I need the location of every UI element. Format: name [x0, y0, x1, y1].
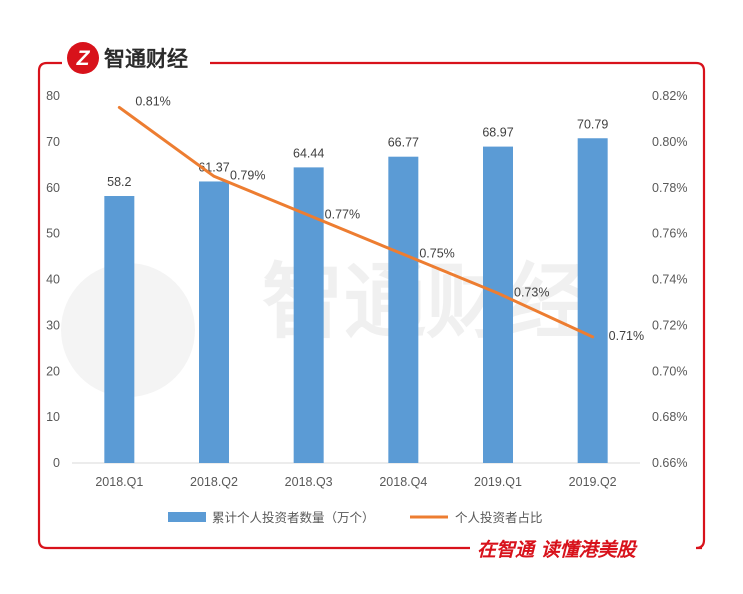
right-tick-label: 0.76%: [652, 227, 687, 241]
line-data-label: 0.79%: [230, 168, 265, 182]
line-data-label: 0.75%: [419, 246, 454, 260]
logo-icon: [67, 42, 99, 74]
brand-name: 智通财经: [104, 47, 188, 71]
line-data-labels: 0.81% 0.79% 0.77% 0.75% 0.73% 0.71%: [135, 94, 644, 342]
right-tick-label: 0.72%: [652, 318, 687, 332]
right-axis-ticks: 0.66% 0.68% 0.70% 0.72% 0.74% 0.76% 0.78% 0.80%…: [652, 89, 687, 470]
bar-data-label: 68.97: [482, 126, 513, 140]
right-tick-label: 0.70%: [652, 364, 687, 378]
line-data-label: 0.81%: [135, 94, 170, 108]
bar-data-label: 70.79: [577, 117, 608, 131]
bar: [199, 181, 229, 463]
bar: [388, 156, 419, 463]
x-tick-label: 2018.Q1: [95, 475, 143, 489]
line-series: [117, 105, 595, 339]
x-tick-label: 2018.Q4: [379, 475, 427, 489]
bar: [104, 196, 135, 463]
right-tick-label: 0.78%: [652, 181, 687, 195]
legend-label-line: 个人投资者占比: [455, 510, 543, 525]
right-tick-label: 0.82%: [652, 89, 687, 103]
left-tick-label: 50: [46, 227, 60, 241]
right-tick-label: 0.68%: [652, 410, 687, 424]
left-tick-label: 0: [53, 456, 60, 470]
bar-series: [104, 138, 608, 464]
left-tick-label: 40: [46, 273, 60, 287]
frame-border: [210, 61, 706, 550]
bar: [483, 146, 513, 463]
x-tick-label: 2018.Q3: [285, 475, 333, 489]
legend-label-bars: 累计个人投资者数量（万个）: [212, 510, 375, 525]
bar: [577, 138, 608, 464]
legend: 累计个人投资者数量（万个） 个人投资者占比: [168, 510, 543, 525]
slogan: 在智通 读懂港美股: [477, 539, 638, 561]
left-axis-ticks: 0 10 20 30 40 50 60 70 80: [46, 89, 60, 470]
x-tick-label: 2019.Q1: [474, 475, 522, 489]
right-tick-label: 0.74%: [652, 273, 687, 287]
x-tick-label: 2019.Q2: [569, 475, 617, 489]
left-tick-label: 10: [46, 410, 60, 424]
x-tick-label: 2018.Q2: [190, 475, 238, 489]
right-tick-label: 0.80%: [652, 135, 687, 149]
line-data-label: 0.71%: [609, 329, 644, 343]
x-axis-ticks: 2018.Q1 2018.Q2 2018.Q3 2018.Q4 2019.Q1 2019.…: [95, 475, 616, 489]
bar-data-label: 64.44: [293, 146, 324, 160]
brand-logo: Z 智通财经: [67, 42, 188, 74]
left-tick-label: 60: [46, 181, 60, 195]
left-tick-label: 80: [46, 89, 60, 103]
left-tick-label: 30: [46, 318, 60, 332]
line-data-label: 0.77%: [325, 207, 360, 221]
legend-swatch-bars: [168, 512, 206, 522]
frame-border-left: [37, 61, 470, 550]
line-data-label: 0.73%: [514, 285, 549, 299]
left-tick-label: 20: [46, 364, 60, 378]
bar-data-label: 58.2: [107, 175, 131, 189]
left-tick-label: 70: [46, 135, 60, 149]
bar-data-label: 66.77: [388, 136, 419, 150]
logo-glyph: Z: [76, 47, 91, 70]
right-tick-label: 0.66%: [652, 456, 687, 470]
line-path: [117, 105, 595, 339]
